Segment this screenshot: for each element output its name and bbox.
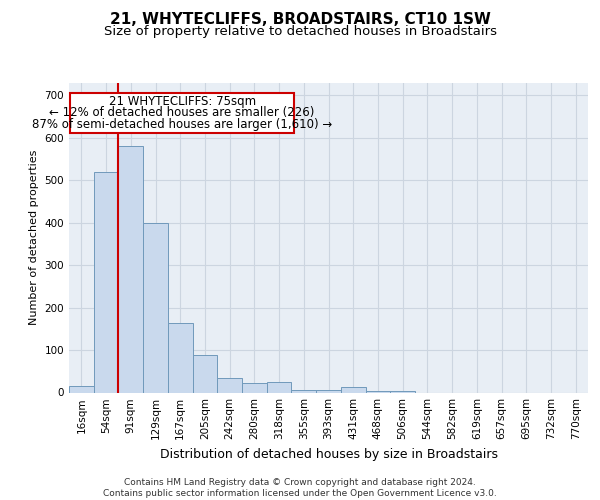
Bar xyxy=(94,172,118,392)
Bar xyxy=(242,383,267,392)
Bar xyxy=(390,391,415,392)
Y-axis label: Number of detached properties: Number of detached properties xyxy=(29,150,39,325)
Bar xyxy=(118,146,143,392)
Bar xyxy=(143,222,168,392)
Bar xyxy=(316,390,341,392)
Bar xyxy=(341,387,365,392)
FancyBboxPatch shape xyxy=(70,93,294,132)
Bar xyxy=(193,355,217,393)
Text: 87% of semi-detached houses are larger (1,610) →: 87% of semi-detached houses are larger (… xyxy=(32,118,332,131)
Bar xyxy=(292,390,316,392)
Text: ← 12% of detached houses are smaller (226): ← 12% of detached houses are smaller (22… xyxy=(49,106,315,120)
Text: 21 WHYTECLIFFS: 75sqm: 21 WHYTECLIFFS: 75sqm xyxy=(109,94,256,108)
Bar xyxy=(168,324,193,392)
Bar xyxy=(69,386,94,392)
Text: Contains HM Land Registry data © Crown copyright and database right 2024.
Contai: Contains HM Land Registry data © Crown c… xyxy=(103,478,497,498)
Text: 21, WHYTECLIFFS, BROADSTAIRS, CT10 1SW: 21, WHYTECLIFFS, BROADSTAIRS, CT10 1SW xyxy=(110,12,490,28)
Bar xyxy=(267,382,292,392)
Bar xyxy=(365,391,390,392)
Text: Size of property relative to detached houses in Broadstairs: Size of property relative to detached ho… xyxy=(104,25,497,38)
Bar xyxy=(217,378,242,392)
X-axis label: Distribution of detached houses by size in Broadstairs: Distribution of detached houses by size … xyxy=(160,448,497,461)
